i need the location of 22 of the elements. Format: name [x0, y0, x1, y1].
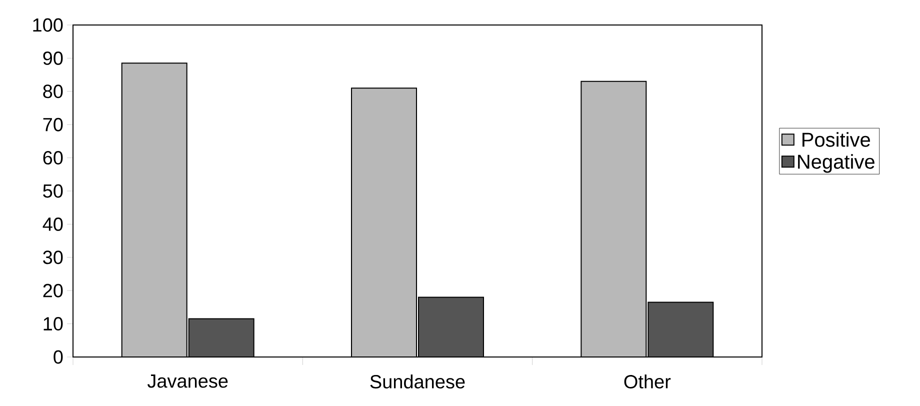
x-tick-label: Sundanese [370, 374, 465, 388]
y-tick-label: 30 [43, 250, 63, 264]
bar [121, 62, 188, 357]
legend-label: Positive [802, 132, 870, 147]
bar [580, 80, 647, 357]
bar [351, 88, 418, 357]
y-tick-label: 90 [43, 51, 63, 65]
y-tick-label: 100 [33, 18, 63, 32]
legend-label: Negative [798, 154, 874, 173]
y-tick-label: 60 [43, 151, 63, 165]
y-tick-label: 50 [43, 184, 63, 198]
bar [648, 302, 714, 357]
bar [188, 318, 254, 357]
y-tick-label: 20 [43, 284, 63, 298]
x-tick-label: Other [624, 374, 671, 388]
bar [418, 296, 484, 357]
y-tick-label: 70 [43, 118, 63, 132]
y-tick-label: 80 [43, 84, 63, 98]
x-tick-label: Javanese [147, 374, 228, 388]
y-tick-label: 10 [44, 317, 63, 331]
y-tick-label: 0 [54, 350, 63, 364]
y-tick-label: 40 [42, 217, 63, 231]
